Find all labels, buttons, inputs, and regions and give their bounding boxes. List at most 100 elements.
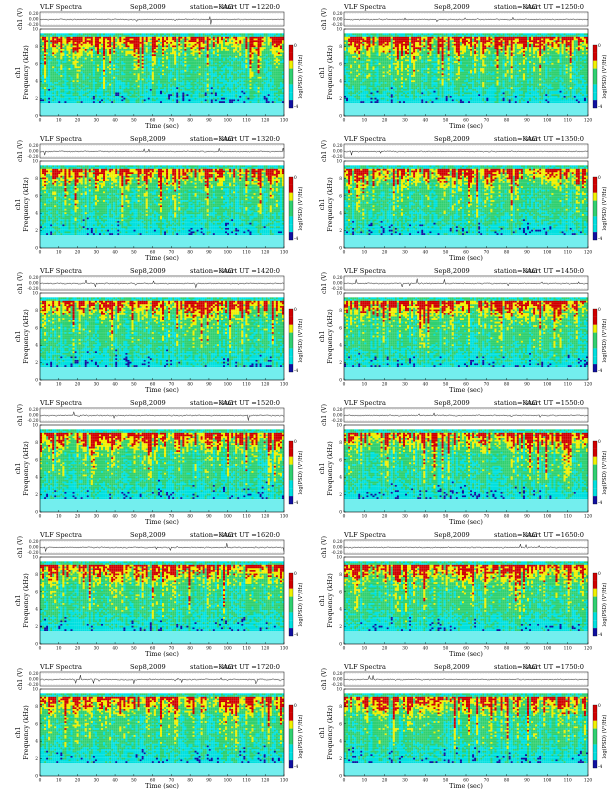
spectrogram-cells <box>40 429 285 499</box>
low-frequency-strip <box>40 102 284 116</box>
colorbar-tick-label: 0 <box>294 176 297 181</box>
freq-tick-label: 2 <box>35 229 38 234</box>
header-label: VLF Spectra <box>343 399 386 407</box>
colorbar-segment <box>593 216 597 225</box>
freq-tick-label: 10 <box>33 292 39 297</box>
time-tick-label: 100 <box>224 647 232 652</box>
waveform-tick-label: 0.00 <box>29 281 39 286</box>
time-tick-label: 50 <box>443 515 449 520</box>
colorbar-segment <box>593 744 597 753</box>
header-start-ut: start UT =1620:0 <box>221 531 280 539</box>
freq-tick-label: 4 <box>339 80 342 85</box>
time-tick-label: 70 <box>484 779 490 784</box>
time-tick-label: 20 <box>382 779 388 784</box>
header-label: VLF Spectra <box>343 135 386 143</box>
time-tick-label: 60 <box>463 647 469 652</box>
header-station: station=KAG <box>190 135 233 143</box>
freq-tick-label: 0 <box>35 379 38 384</box>
waveform-ylabel: ch1 (V) <box>321 404 328 426</box>
time-xlabel: Time (sec) <box>449 782 483 790</box>
freq-tick-label: 2 <box>339 229 342 234</box>
header-label: VLF Spectra <box>343 3 386 11</box>
waveform-trace <box>343 412 589 418</box>
colorbar-frame <box>592 440 598 505</box>
time-tick-label: 70 <box>484 515 490 520</box>
waveform-tick-label: 0.20 <box>333 144 343 149</box>
freq-tick-label: 8 <box>339 705 342 710</box>
time-tick-label: 30 <box>94 779 100 784</box>
colorbar <box>592 440 598 505</box>
waveform-ylabel: ch1 (V) <box>17 536 24 558</box>
waveform-tick-label: 0.00 <box>333 17 343 22</box>
colorbar-tick-label: -4 <box>598 237 602 242</box>
time-tick-label: 50 <box>443 251 449 256</box>
freq-tick-label: 10 <box>33 28 39 33</box>
time-tick-label: 110 <box>242 251 250 256</box>
colorbar-segment <box>289 84 293 93</box>
colorbar-segment <box>593 604 597 613</box>
time-xlabel: Time (sec) <box>145 254 179 262</box>
colorbar-segment <box>289 752 293 761</box>
time-tick-label: 40 <box>423 515 429 520</box>
colorbar-segment <box>289 760 293 769</box>
header-label: VLF Spectra <box>39 135 82 143</box>
freq-tick-label: 0 <box>35 247 38 252</box>
freq-ylabel: Frequency (kHz) <box>22 309 30 363</box>
freq-tick-label: 0 <box>339 115 342 120</box>
colorbar-label: log(PSD) (V²/Hz) <box>297 55 304 99</box>
freq-tick-label: 2 <box>339 361 342 366</box>
colorbar-segment <box>289 356 293 365</box>
colorbar-frame <box>288 704 294 769</box>
time-tick-label: 60 <box>463 515 469 520</box>
time-tick-label: 110 <box>564 251 572 256</box>
colorbar-segment <box>289 348 293 357</box>
colorbar-segment <box>289 580 293 589</box>
time-tick-label: 110 <box>242 515 250 520</box>
channel-label: ch1 <box>318 595 326 607</box>
colorbar-segment <box>593 45 597 53</box>
spectrogram-cells <box>40 693 285 763</box>
colorbar-segment <box>593 480 597 489</box>
channel-label: ch1 <box>318 727 326 739</box>
time-tick-label: 120 <box>261 251 269 256</box>
time-tick-label: 50 <box>131 383 137 388</box>
freq-tick-label: 6 <box>339 62 342 67</box>
spectrogram-frame <box>39 28 285 117</box>
colorbar-segment <box>593 760 597 769</box>
waveform-tick-label: 0.00 <box>29 149 39 154</box>
spectrogram-frame <box>39 160 285 249</box>
time-xlabel: Time (sec) <box>449 650 483 658</box>
time-tick-label: 20 <box>75 119 81 124</box>
time-tick-label: 40 <box>112 119 118 124</box>
freq-ylabel: Frequency (kHz) <box>326 573 334 627</box>
colorbar-segment <box>289 76 293 85</box>
colorbar-segment <box>593 60 597 69</box>
time-tick-label: 70 <box>484 119 490 124</box>
header-date: Sep8,2009 <box>434 399 470 407</box>
time-xlabel: Time (sec) <box>145 782 179 790</box>
freq-tick-label: 0 <box>339 511 342 516</box>
spectrogram-cells <box>344 33 589 103</box>
header-station: station=KAG <box>494 531 537 539</box>
channel-label: ch1 <box>14 727 22 739</box>
colorbar-segment <box>593 620 597 629</box>
freq-tick-label: 8 <box>35 177 38 182</box>
time-tick-label: 50 <box>131 251 137 256</box>
colorbar-segment <box>593 596 597 605</box>
colorbar-segment <box>593 100 597 109</box>
freq-tick-label: 6 <box>35 194 38 199</box>
freq-tick-label: 2 <box>35 493 38 498</box>
low-frequency-strip <box>40 630 284 644</box>
freq-tick-label: 0 <box>339 379 342 384</box>
colorbar-segment <box>289 340 293 349</box>
colorbar-segment <box>289 68 293 77</box>
time-tick-label: 110 <box>242 119 250 124</box>
time-tick-label: 0 <box>343 647 346 652</box>
time-tick-label: 50 <box>131 779 137 784</box>
time-xlabel: Time (sec) <box>449 518 483 526</box>
time-tick-label: 50 <box>131 647 137 652</box>
time-tick-label: 60 <box>150 383 156 388</box>
freq-tick-label: 4 <box>339 608 342 613</box>
colorbar-frame <box>592 176 598 241</box>
freq-tick-label: 2 <box>35 625 38 630</box>
